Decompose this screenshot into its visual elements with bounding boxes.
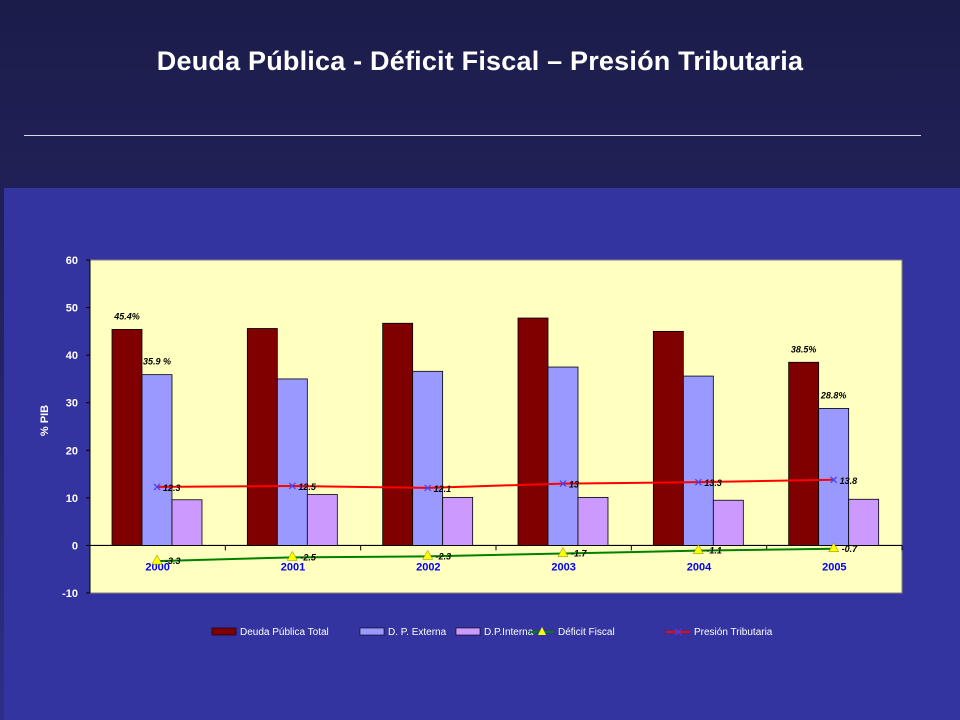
marker-presion-tributaria <box>694 478 702 486</box>
marker-presion-tributaria <box>424 484 432 492</box>
label-presion-tributaria: 12.3 <box>163 483 181 493</box>
bar-dp-externa <box>818 408 850 546</box>
bar-dp-interna <box>306 494 338 546</box>
y-tick-label: 50 <box>66 303 78 315</box>
legend-marker <box>538 627 546 635</box>
label-presion-tributaria: 13.3 <box>704 478 722 488</box>
label-deficit-fiscal: -3.3 <box>165 556 181 566</box>
marker-deficit-fiscal <box>151 554 163 565</box>
y-tick-label: 40 <box>66 350 78 362</box>
bar-deuda-total <box>788 361 820 546</box>
x-tick-label: 2003 <box>551 561 575 573</box>
legend-swatch <box>359 627 385 636</box>
plot-area <box>89 259 903 594</box>
legend-swatch <box>455 627 481 636</box>
y-tick-label: 30 <box>66 398 78 410</box>
label-presion-tributaria: 12.5 <box>298 482 317 492</box>
title-divider <box>24 135 921 136</box>
label-deficit-fiscal: -2.3 <box>436 551 452 561</box>
legend-label: Deuda Pública Total <box>240 627 329 638</box>
bar-deuda-total <box>652 330 684 546</box>
bar-deuda-total-label: 38.5% <box>791 344 817 354</box>
label-deficit-fiscal: -2.5 <box>300 552 317 562</box>
bar-dp-externa-label: 35.9 % <box>143 357 171 367</box>
bar-dp-interna <box>171 499 203 546</box>
marker-deficit-fiscal <box>286 550 298 561</box>
bar-deuda-total <box>111 329 143 546</box>
bar-deuda-total <box>517 317 549 546</box>
bar-dp-externa <box>547 366 579 546</box>
y-tick-label: 10 <box>66 493 78 505</box>
marker-presion-tributaria <box>153 483 161 491</box>
x-tick-label: 2005 <box>822 561 846 573</box>
bar-dp-externa <box>682 375 714 546</box>
bar-deuda-total <box>246 328 278 546</box>
label-deficit-fiscal: -0.7 <box>842 544 859 554</box>
y-tick-label: 20 <box>66 445 78 457</box>
x-tick-label: 2001 <box>281 561 305 573</box>
legend-label: Presión Tributaria <box>694 627 773 638</box>
slide-title: Deuda Pública - Déficit Fiscal – Presión… <box>156 46 804 76</box>
marker-deficit-fiscal <box>557 547 569 557</box>
marker-presion-tributaria <box>288 482 296 490</box>
bar-deuda-total <box>382 322 414 546</box>
x-tick-label: 2000 <box>145 561 169 573</box>
x-tick-label: 2002 <box>416 561 440 573</box>
y-tick-label: -10 <box>62 588 78 600</box>
bar-dp-externa <box>276 378 308 546</box>
label-presion-tributaria: 12.1 <box>434 484 452 494</box>
line-deficit-fiscal <box>156 547 834 563</box>
bar-deuda-total-label: 45.4% <box>113 311 140 321</box>
bar-dp-interna <box>577 496 609 546</box>
line-presion-tributaria <box>156 478 834 489</box>
y-tick-label: 0 <box>72 540 78 552</box>
marker-presion-tributaria <box>559 480 567 488</box>
bar-dp-interna <box>712 499 744 546</box>
marker-deficit-fiscal <box>828 542 840 553</box>
y-axis-title: % PIB <box>39 405 51 436</box>
legend-label: D. P. Externa <box>388 627 447 638</box>
bar-dp-externa-label: 28.8% <box>820 390 847 400</box>
bar-dp-interna <box>848 498 880 546</box>
marker-deficit-fiscal <box>692 544 704 554</box>
label-deficit-fiscal: -1.1 <box>706 546 722 556</box>
legend-swatch <box>211 627 237 636</box>
label-presion-tributaria: 13 <box>569 480 579 490</box>
legend-label: D.P.Interna <box>484 627 534 638</box>
y-tick-label: 60 <box>66 255 78 267</box>
marker-presion-tributaria <box>830 476 838 484</box>
x-tick-label: 2004 <box>687 561 712 573</box>
label-presion-tributaria: 13.8 <box>840 476 858 486</box>
legend-label: Déficit Fiscal <box>558 627 615 638</box>
legend-marker <box>674 628 682 636</box>
label-deficit-fiscal: -1.7 <box>571 549 588 559</box>
bar-dp-externa <box>412 370 444 546</box>
marker-deficit-fiscal <box>422 549 434 560</box>
bar-dp-externa <box>141 374 173 546</box>
bar-dp-interna <box>442 496 474 546</box>
